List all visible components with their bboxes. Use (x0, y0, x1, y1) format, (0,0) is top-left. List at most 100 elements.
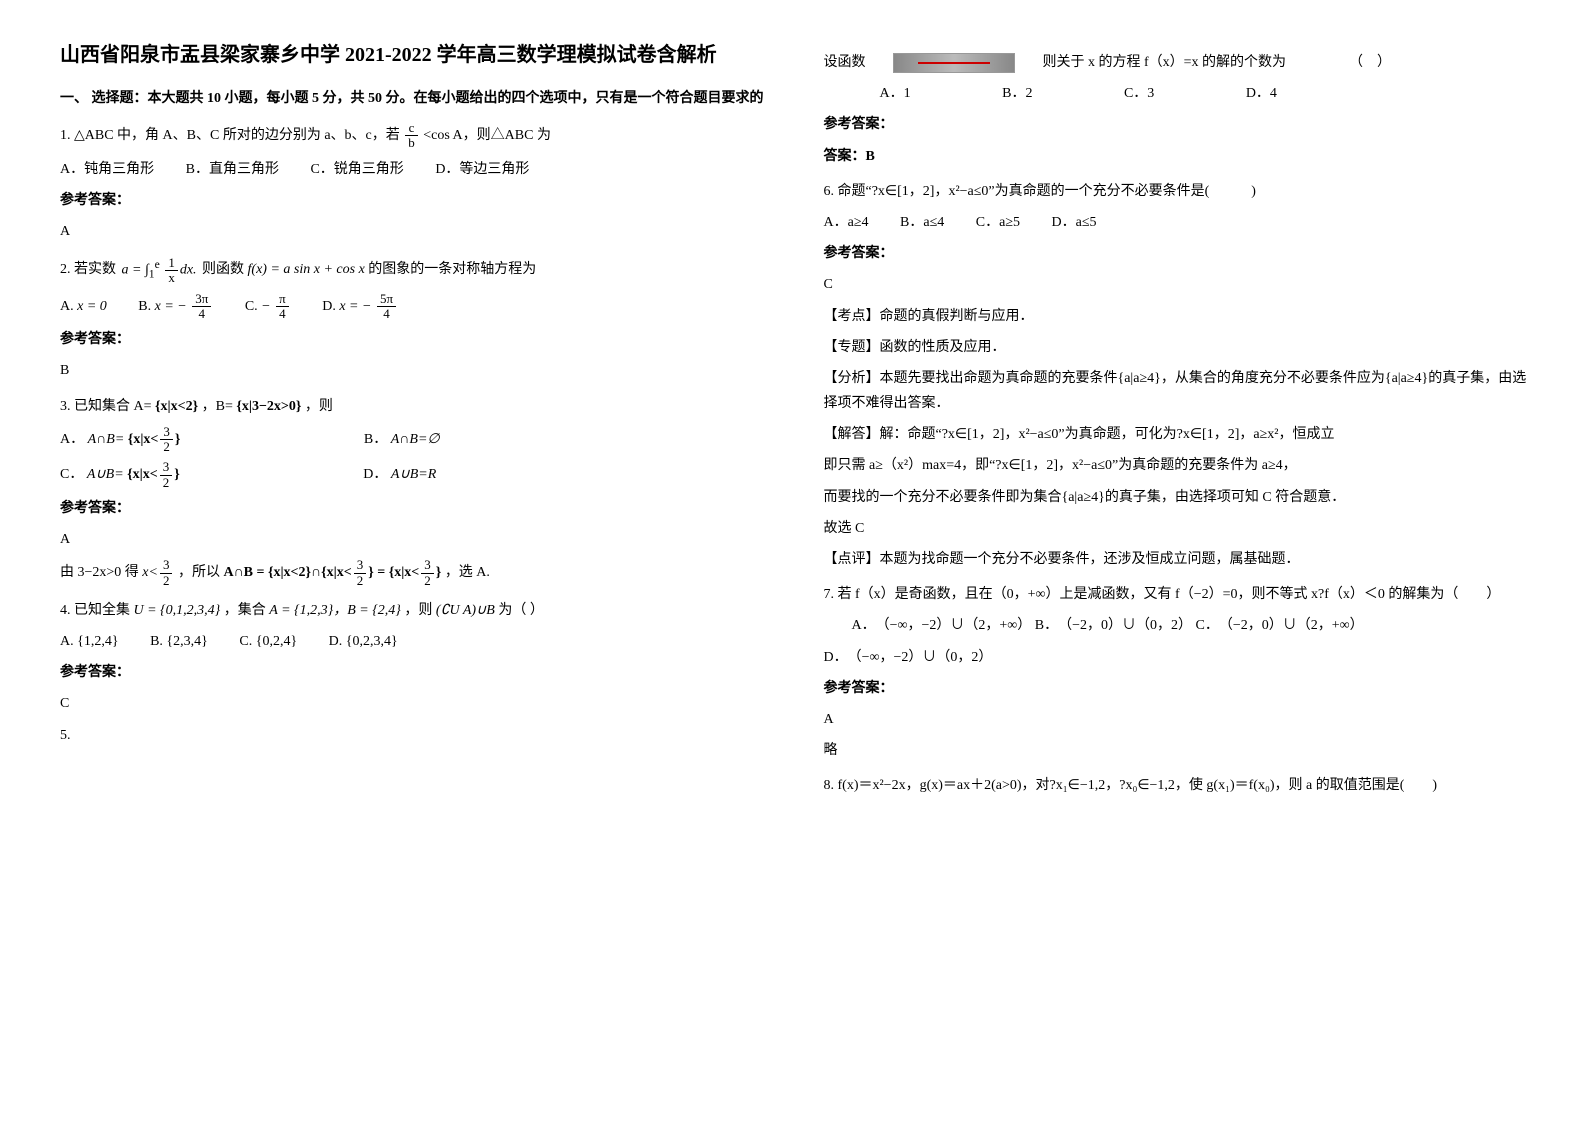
q5-answer: 答案：B (824, 144, 1528, 169)
q3-optA-frac: 32 (160, 425, 173, 455)
q1-frac-num: c (405, 121, 418, 136)
q2-optB-label: B. (138, 299, 151, 314)
q6-answer: C (824, 272, 1528, 297)
q3-optB: B． A∩B=∅ (364, 427, 440, 452)
q2-optD-pre: x = − (339, 299, 371, 314)
q6-optA: A．a≥4 (824, 210, 869, 235)
integral-icon: a = ∫1e 1 x dx. (122, 254, 197, 285)
q1-frac: c b (405, 121, 418, 151)
q7-answer: A (824, 707, 1528, 732)
q6-optB: B．a≤4 (900, 210, 944, 235)
right-column: 设函数 则关于 x 的方程 f（x）=x 的解的个数为 （ ） A．1 B．2 … (824, 40, 1528, 805)
left-column: 山西省阳泉市盂县梁家寨乡中学 2021-2022 学年高三数学理模拟试卷含解析 … (60, 40, 764, 805)
q6-line7: 故选 C (824, 516, 1528, 541)
q3-answer: A (60, 527, 764, 552)
q2-optB-pre: x = − (155, 299, 187, 314)
q2-fx: f(x) = a sin x + cos x (248, 262, 365, 277)
question-6: 6. 命题“?x∈[1，2]，x²−a≤0”为真命题的一个充分不必要条件是( ) (824, 179, 1528, 204)
q4-A: A = {1,2,3}，B = {2,4} (269, 603, 401, 618)
q4-optD: D. {0,2,3,4} (329, 629, 398, 654)
q2-int-den: x (165, 271, 178, 285)
q3-optA-den: 2 (160, 440, 173, 454)
q3-work-frac2: 32 (354, 558, 367, 588)
q1-optB: B．直角三角形 (186, 157, 279, 182)
q5-optD: D．4 (1218, 81, 1277, 106)
q5-optB: B．2 (974, 81, 1032, 106)
q3-options-row1: A． A∩B= {x|x<32} B． A∩B=∅ (60, 425, 764, 455)
q1-optD: D．等边三角形 (435, 157, 529, 182)
q4-options: A. {1,2,4} B. {2,3,4} C. {0,2,4} D. {0,2… (60, 629, 764, 654)
q3-answer-label: 参考答案： (60, 496, 764, 521)
q4-optA-label: A. (60, 634, 74, 649)
q4-optA-val: {1,2,4} (77, 634, 118, 649)
q5-answer-label: 参考答案： (824, 112, 1528, 137)
q3-optD: D． A∪B=R (363, 462, 436, 487)
q4-optC: C. {0,2,4} (239, 629, 297, 654)
q2-optB-frac: 3π 4 (192, 292, 211, 322)
q4-stem-d: 为（ ） (498, 603, 544, 618)
q2-answer-label: 参考答案： (60, 327, 764, 352)
q3-optA-label: A． (60, 432, 84, 447)
q3-we-den: 2 (354, 574, 367, 588)
q2-optA-val: x = 0 (77, 299, 107, 314)
q2-optB-num: 3π (192, 292, 211, 307)
q4-stem-a: 4. 已知全集 (60, 603, 134, 618)
q3-optC-set-pre: {x|x< (127, 467, 158, 482)
q3-optB-label: B． (364, 432, 387, 447)
q3-optC-num: 3 (160, 460, 173, 475)
q3-work-expr-c: } (436, 565, 442, 580)
q3-optC-label: C． (60, 467, 83, 482)
question-3: 3. 已知集合 A= {x|x<2} ，B= {x|3−2x>0} ，则 (60, 394, 764, 419)
q4-optB: B. {2,3,4} (150, 629, 208, 654)
q3-optC-frac: 32 (160, 460, 173, 490)
q5-stem-a: 设函数 (824, 55, 866, 70)
q7-note: 略 (824, 738, 1528, 763)
q2-optC-num: π (276, 292, 289, 307)
q2-optC-frac: π 4 (276, 292, 289, 322)
q6-optD: D．a≤5 (1052, 210, 1097, 235)
q2-optA: A. x = 0 (60, 294, 107, 319)
q5-optA: A．1 (852, 81, 911, 106)
q2-stem-b: 则函数 (202, 262, 248, 277)
q7-optD: D． （−∞，−2）∪（0，2） (824, 645, 1528, 670)
q2-optB-den: 4 (192, 307, 211, 321)
question-7: 7. 若 f（x）是奇函数，且在（0，+∞）上是减函数，又有 f（−2）=0，则… (824, 582, 1528, 607)
q3-stem-c: ，则 (305, 399, 333, 414)
q1-options: A．钝角三角形 B．直角三角形 C．锐角三角形 D．等边三角形 (60, 157, 764, 182)
q6-answer-label: 参考答案： (824, 241, 1528, 266)
q3-work-a: 由 3−2x>0 得 (60, 565, 142, 580)
q3-options-row2: C． A∪B= {x|x<32} D． A∪B=R (60, 460, 764, 490)
q6-line1: 【考点】命题的真假判断与应用． (824, 304, 1528, 329)
q2-optD-num: 5π (377, 292, 396, 307)
q4-optB-val: {2,3,4} (166, 634, 207, 649)
q3-optC-set-post: } (174, 467, 180, 482)
q3-we-num2: 3 (421, 558, 434, 573)
q3-optC-pre: A∪B= (87, 467, 124, 482)
q1-answer: A (60, 219, 764, 244)
q7-optsAB: A． （−∞，−2）∪（2，+∞） B． （−2，0）∪（0，2） C． （−2… (824, 613, 1528, 638)
q3-optD-label: D． (363, 467, 387, 482)
q2-optC-pre: − (261, 299, 270, 314)
q3-we-den2: 2 (421, 574, 434, 588)
q3-work-frac1: 32 (160, 558, 173, 588)
q2-optC-label: C. (245, 299, 258, 314)
q3-optA-pre: A∩B= (88, 432, 125, 447)
q2-optD-label: D. (322, 299, 336, 314)
q4-expr: (∁U A)∪B (436, 603, 495, 618)
section1-heading: 一、 选择题：本大题共 10 小题，每小题 5 分，共 50 分。在每小题给出的… (60, 86, 764, 111)
q6-line8: 【点评】本题为找命题一个充分不必要条件，还涉及恒成立问题，属基础题． (824, 547, 1528, 572)
q6-options: A．a≥4 B．a≤4 C．a≥5 D．a≤5 (824, 210, 1528, 235)
q7-optA: A． （−∞，−2）∪（2，+∞） (852, 618, 1032, 633)
q3-optA-num: 3 (160, 425, 173, 440)
q2-stem-c: 的图象的一条对称轴方程为 (368, 262, 536, 277)
q6-line3: 【分析】本题先要找出命题为真命题的充要条件{a|a≥4}，从集合的角度充分不必要… (824, 366, 1528, 416)
q2-optB: B. x = − 3π 4 (138, 292, 213, 322)
q2-optD-den: 4 (377, 307, 396, 321)
q3-work-expr-b: } = {x|x< (368, 565, 419, 580)
q2-int-frac: 1 x (165, 256, 178, 286)
q5-optC: C．3 (1096, 81, 1154, 106)
q6-line5: 即只需 a≥（x²）max=4，即“?x∈[1，2]，x²−a≤0”为真命题的充… (824, 453, 1528, 478)
q2-answer: B (60, 358, 764, 383)
q3-work-b: ，所以 (178, 565, 224, 580)
q3-work-frac3: 32 (421, 558, 434, 588)
